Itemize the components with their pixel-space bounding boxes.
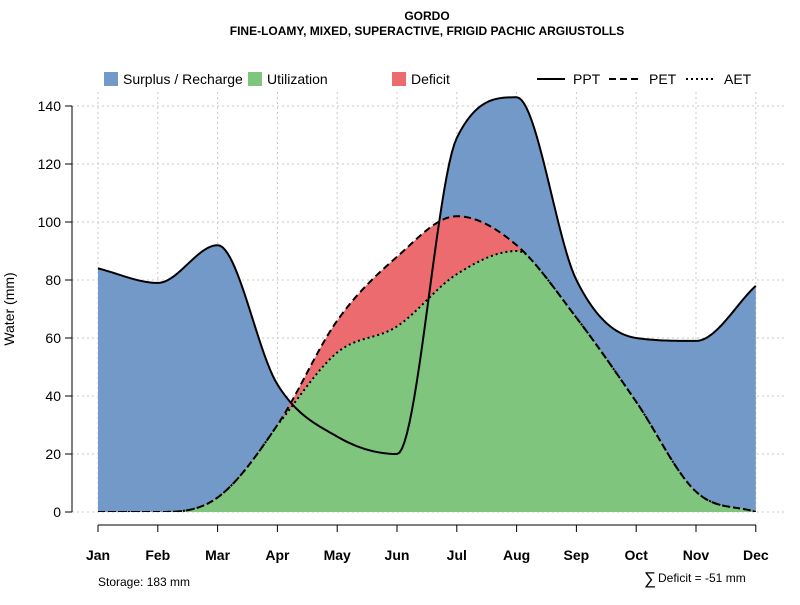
legend-swatch-deficit: [392, 72, 406, 86]
legend-label-ppt: PPT: [573, 71, 601, 87]
line-layer: [97, 96, 757, 512]
y-tick-label: 40: [45, 388, 61, 404]
legend: Surplus / Recharge Utilization Deficit P…: [104, 71, 752, 87]
x-tick-label-oct: Oct: [625, 547, 649, 563]
y-tick-label: 0: [53, 504, 61, 520]
legend-label-utilization: Utilization: [267, 71, 328, 87]
x-tick-label-sep: Sep: [564, 547, 590, 563]
chart-title: GORDO: [404, 9, 449, 23]
chart-subtitle: FINE-LOAMY, MIXED, SUPERACTIVE, FRIGID P…: [230, 24, 624, 38]
y-axis-label: Water (mm): [1, 272, 17, 345]
ppt-line: [97, 96, 757, 456]
legend-label-aet: AET: [724, 71, 752, 87]
legend-swatch-surplus: [104, 72, 118, 86]
x-tick-label-feb: Feb: [145, 547, 170, 563]
y-axis-ticks: 0 20 40 60 80 100 120 140: [38, 98, 72, 520]
legend-label-pet: PET: [649, 71, 677, 87]
y-tick-label: 60: [45, 330, 61, 346]
y-tick-label: 140: [38, 98, 62, 114]
aet-line: [98, 249, 757, 512]
x-tick-label-aug: Aug: [503, 547, 530, 563]
y-tick-label: 20: [45, 446, 61, 462]
legend-label-surplus: Surplus / Recharge: [123, 71, 243, 87]
y-tick-label: 100: [38, 214, 62, 230]
legend-label-deficit: Deficit: [411, 71, 450, 87]
x-tick-label-dec: Dec: [743, 547, 769, 563]
sum-symbol: ∑: [644, 569, 656, 588]
y-tick-label: 120: [38, 156, 62, 172]
x-tick-label-may: May: [324, 547, 351, 563]
deficit-annotation: Deficit = -51 mm: [658, 571, 746, 585]
x-tick-label-jan: Jan: [86, 547, 110, 563]
x-tick-label-jun: Jun: [385, 547, 410, 563]
deficit-area: [98, 216, 756, 512]
x-axis-ticks: Jan Feb Mar Apr May Jun Jul Aug Sep Oct Nov Dec: [86, 525, 769, 563]
x-tick-label-jul: Jul: [447, 547, 467, 563]
x-tick-label-mar: Mar: [205, 547, 230, 563]
legend-swatch-utilization: [248, 72, 262, 86]
storage-annotation: Storage: 183 mm: [98, 575, 190, 589]
x-tick-label-nov: Nov: [683, 547, 710, 563]
x-tick-label-apr: Apr: [265, 547, 290, 563]
y-tick-label: 80: [45, 272, 61, 288]
